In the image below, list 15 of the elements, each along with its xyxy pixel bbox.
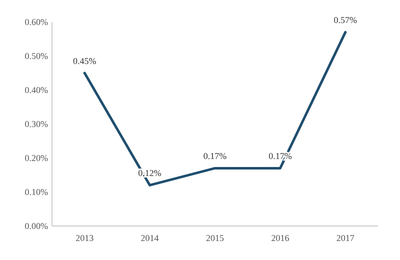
data-label: 0.17% — [203, 151, 228, 162]
x-tick-label: 2013 — [76, 233, 94, 243]
y-tick-label: 0.40% — [24, 84, 48, 95]
y-tick-label: 0.30% — [24, 118, 48, 129]
y-tick-label: 0.00% — [24, 220, 48, 231]
data-label: 0.45% — [72, 56, 97, 66]
x-tick-label: 2016 — [271, 233, 290, 243]
data-label: 0.57% — [334, 15, 358, 26]
x-tick-label: 2014 — [140, 233, 160, 243]
x-tick-label: 2017 — [336, 233, 355, 243]
y-tick-label: 0.60% — [24, 16, 48, 27]
y-tick-label: 0.10% — [24, 186, 48, 197]
x-tick-label: 2015 — [206, 233, 224, 243]
y-tick-label: 0.50% — [24, 50, 48, 61]
y-tick-label: 0.20% — [24, 152, 48, 163]
